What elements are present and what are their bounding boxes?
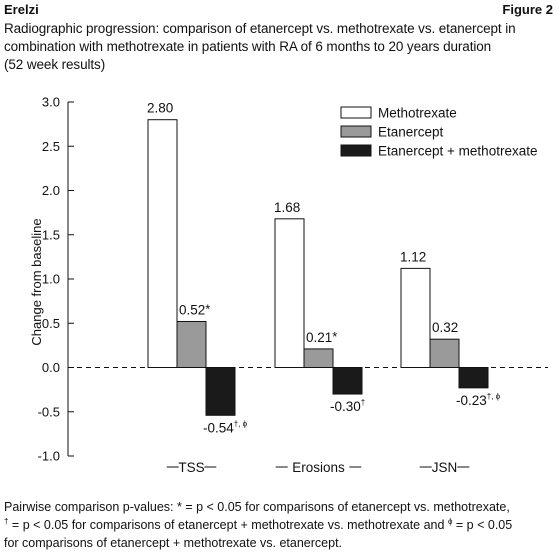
y-tick-label: -0.5 <box>38 404 60 419</box>
chart-title-line-3: (52 week results) <box>4 57 106 72</box>
footnote-line-2: † = p < 0.05 for comparisons of etanerce… <box>4 516 556 534</box>
y-tick-label: 1.5 <box>42 227 60 242</box>
data-label: 0.52* <box>179 301 210 317</box>
category-label: JSN <box>432 460 458 475</box>
footnote-line-3: for comparisons of etanercept + methotre… <box>4 536 343 550</box>
legend-swatch-2 <box>340 144 372 157</box>
y-tick-label: 1.0 <box>42 272 60 287</box>
footnote-line-2-end: = p < 0.05 <box>452 518 513 532</box>
brand-label: Erelzi <box>4 2 39 17</box>
y-axis-label: Change from baseline <box>29 218 44 345</box>
data-label: 1.12 <box>400 249 426 264</box>
bar-tss-2 <box>205 367 236 416</box>
bar-tss-0 <box>147 119 178 368</box>
bar-erosions-2 <box>332 367 363 395</box>
category-label: TSS <box>178 460 204 475</box>
legend-label-0: Methotrexate <box>378 106 457 121</box>
legend-label-2: Etanercept + methotrexate <box>378 144 537 159</box>
figure-number: Figure 2 <box>502 2 553 17</box>
footnote-line-2-text: = p < 0.05 for comparisons of etanercept… <box>8 518 448 532</box>
data-label: 0.21* <box>306 329 337 345</box>
bar-tss-1 <box>176 320 207 369</box>
y-tick-label: 2.5 <box>42 139 60 154</box>
legend-swatch-0 <box>340 106 372 119</box>
bar-jsn-2 <box>458 367 489 389</box>
chart-title: Radiographic progression: comparison of … <box>4 20 554 74</box>
y-tick-label: 2.0 <box>42 183 60 198</box>
footnote-line-1: Pairwise comparison p-values: * = p < 0.… <box>4 500 510 514</box>
footnote: Pairwise comparison p-values: * = p < 0.… <box>4 498 556 552</box>
chart-title-line-2: combination with methotrexate in patient… <box>4 39 492 54</box>
y-tick-label: -1.0 <box>38 449 60 464</box>
data-label: 2.80 <box>147 101 173 116</box>
data-label: 1.68 <box>274 200 300 215</box>
data-label: 0.32 <box>432 320 458 335</box>
bar-erosions-0 <box>274 218 305 368</box>
data-label: -0.30† <box>330 398 365 414</box>
bar-jsn-0 <box>400 267 431 369</box>
data-label: -0.23†, ϕ <box>456 392 501 408</box>
category-label: Erosions <box>292 460 345 475</box>
dagger-symbol: † <box>4 517 9 526</box>
chart-title-line-1: Radiographic progression: comparison of … <box>4 21 516 36</box>
phi-symbol: ϕ <box>447 517 453 526</box>
y-tick-label: 0.0 <box>42 360 60 375</box>
y-tick-label: 3.0 <box>42 95 60 110</box>
legend-swatch-1 <box>340 125 372 138</box>
legend-label-1: Etanercept <box>378 125 444 140</box>
y-tick-label: 0.5 <box>42 316 60 331</box>
bar-jsn-1 <box>429 338 460 368</box>
data-label: -0.54†, ϕ <box>203 419 248 435</box>
bar-erosions-1 <box>303 348 334 369</box>
